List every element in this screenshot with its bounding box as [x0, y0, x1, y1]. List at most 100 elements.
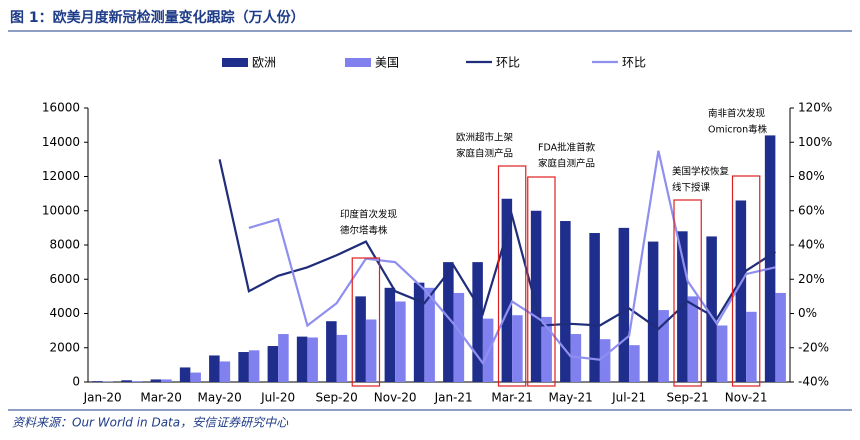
line — [248, 150, 776, 366]
y2-tick-label: 100% — [798, 135, 832, 149]
bar — [472, 262, 483, 382]
legend-label: 美国 — [375, 56, 399, 70]
x-tick-label: Jan-20 — [83, 391, 122, 405]
chart-title: 图 1：欧美月度新冠检测量变化跟踪（万人份） — [10, 9, 305, 26]
bar — [326, 321, 337, 382]
x-tick-label: May-20 — [198, 391, 242, 405]
y-tick-label: 0 — [72, 375, 80, 389]
y2-tick-label: -20% — [798, 340, 829, 354]
bar — [131, 381, 143, 382]
bar — [150, 379, 162, 382]
annotation: 家庭自测产品 — [456, 148, 513, 160]
bar — [307, 337, 318, 382]
bar — [238, 352, 249, 382]
y2-tick-label: -40% — [798, 375, 829, 389]
bar — [424, 287, 435, 382]
x-tick-label: May-21 — [549, 391, 593, 405]
bar — [687, 296, 699, 382]
legend-label: 环比 — [496, 56, 520, 70]
y2-tick-label: 80% — [798, 169, 825, 183]
bar — [278, 334, 289, 382]
annotation: 美国学校恢复 — [672, 166, 730, 178]
bar — [296, 336, 308, 382]
bar — [658, 310, 669, 382]
bar — [716, 325, 728, 382]
bar — [365, 319, 377, 382]
bar — [336, 334, 348, 382]
bar — [530, 210, 542, 382]
x-tick-label: Jul-21 — [611, 391, 646, 405]
y-tick-label: 2000 — [49, 340, 80, 354]
annotation-box — [497, 165, 527, 387]
bar — [746, 311, 757, 382]
bar — [355, 296, 366, 382]
annotation-box — [351, 257, 381, 387]
annotation-box — [731, 175, 761, 387]
y2-tick-label: 120% — [798, 101, 832, 115]
y-tick-label: 8000 — [49, 238, 80, 252]
bar — [629, 345, 640, 382]
bar — [413, 282, 425, 382]
y-tick-label: 16000 — [42, 101, 80, 115]
y-tick-label: 6000 — [49, 272, 80, 286]
bar — [267, 346, 279, 382]
bar — [248, 350, 260, 382]
annotation: 欧洲超市上架 — [456, 132, 514, 144]
annotation: 南非首次发现 — [708, 108, 766, 120]
bar — [501, 198, 513, 382]
bar — [706, 236, 717, 382]
bar — [560, 221, 571, 382]
y-tick-label: 4000 — [49, 306, 80, 320]
y2-tick-label: 40% — [798, 238, 825, 252]
bar — [453, 292, 465, 382]
bar — [541, 316, 552, 382]
legend-label: 环比 — [622, 56, 646, 70]
bar — [209, 355, 220, 382]
bar — [121, 380, 132, 382]
x-tick-label: Sep-20 — [316, 391, 358, 405]
bar — [618, 227, 630, 382]
bar — [161, 379, 172, 382]
y2-tick-label: 0% — [798, 306, 817, 320]
x-tick-label: Jan-21 — [434, 391, 473, 405]
bar — [190, 372, 201, 382]
annotation: 印度首次发现 — [340, 209, 398, 221]
legend-label: 欧洲 — [252, 56, 276, 70]
annotation-box — [673, 199, 702, 387]
bar — [599, 339, 611, 382]
bar — [570, 334, 582, 382]
bar — [775, 292, 786, 382]
legend-swatch — [345, 58, 371, 67]
x-tick-label: Mar-20 — [140, 391, 181, 405]
annotation: 家庭自测产品 — [538, 158, 595, 170]
x-tick-label: Nov-20 — [374, 391, 417, 405]
x-tick-label: Sep-21 — [667, 391, 709, 405]
bar — [512, 315, 523, 382]
y-tick-label: 10000 — [42, 203, 80, 217]
bar — [735, 200, 747, 382]
y-tick-label: 14000 — [42, 135, 80, 149]
annotation-box — [527, 176, 556, 387]
bar — [219, 361, 231, 382]
annotation: 线下授课 — [672, 182, 711, 194]
bar — [179, 367, 191, 382]
bar — [384, 287, 396, 382]
annotation: Omicron毒株 — [708, 124, 768, 136]
source: 资料来源：Our World in Data，安信证券研究中心 — [12, 416, 289, 430]
bar — [647, 241, 659, 382]
x-tick-label: Nov-21 — [725, 391, 768, 405]
bar — [395, 301, 406, 382]
legend-swatch — [222, 58, 248, 67]
bar — [92, 381, 103, 382]
x-tick-label: Mar-21 — [491, 391, 532, 405]
y2-tick-label: 60% — [798, 203, 825, 217]
y2-tick-label: 20% — [798, 272, 825, 286]
bar — [764, 135, 776, 382]
bar — [589, 233, 600, 382]
line — [218, 159, 776, 331]
annotation: 德尔塔毒株 — [340, 225, 388, 237]
annotation: FDA批准首款 — [538, 142, 596, 154]
y-tick-label: 12000 — [42, 169, 80, 183]
bar — [443, 262, 454, 382]
